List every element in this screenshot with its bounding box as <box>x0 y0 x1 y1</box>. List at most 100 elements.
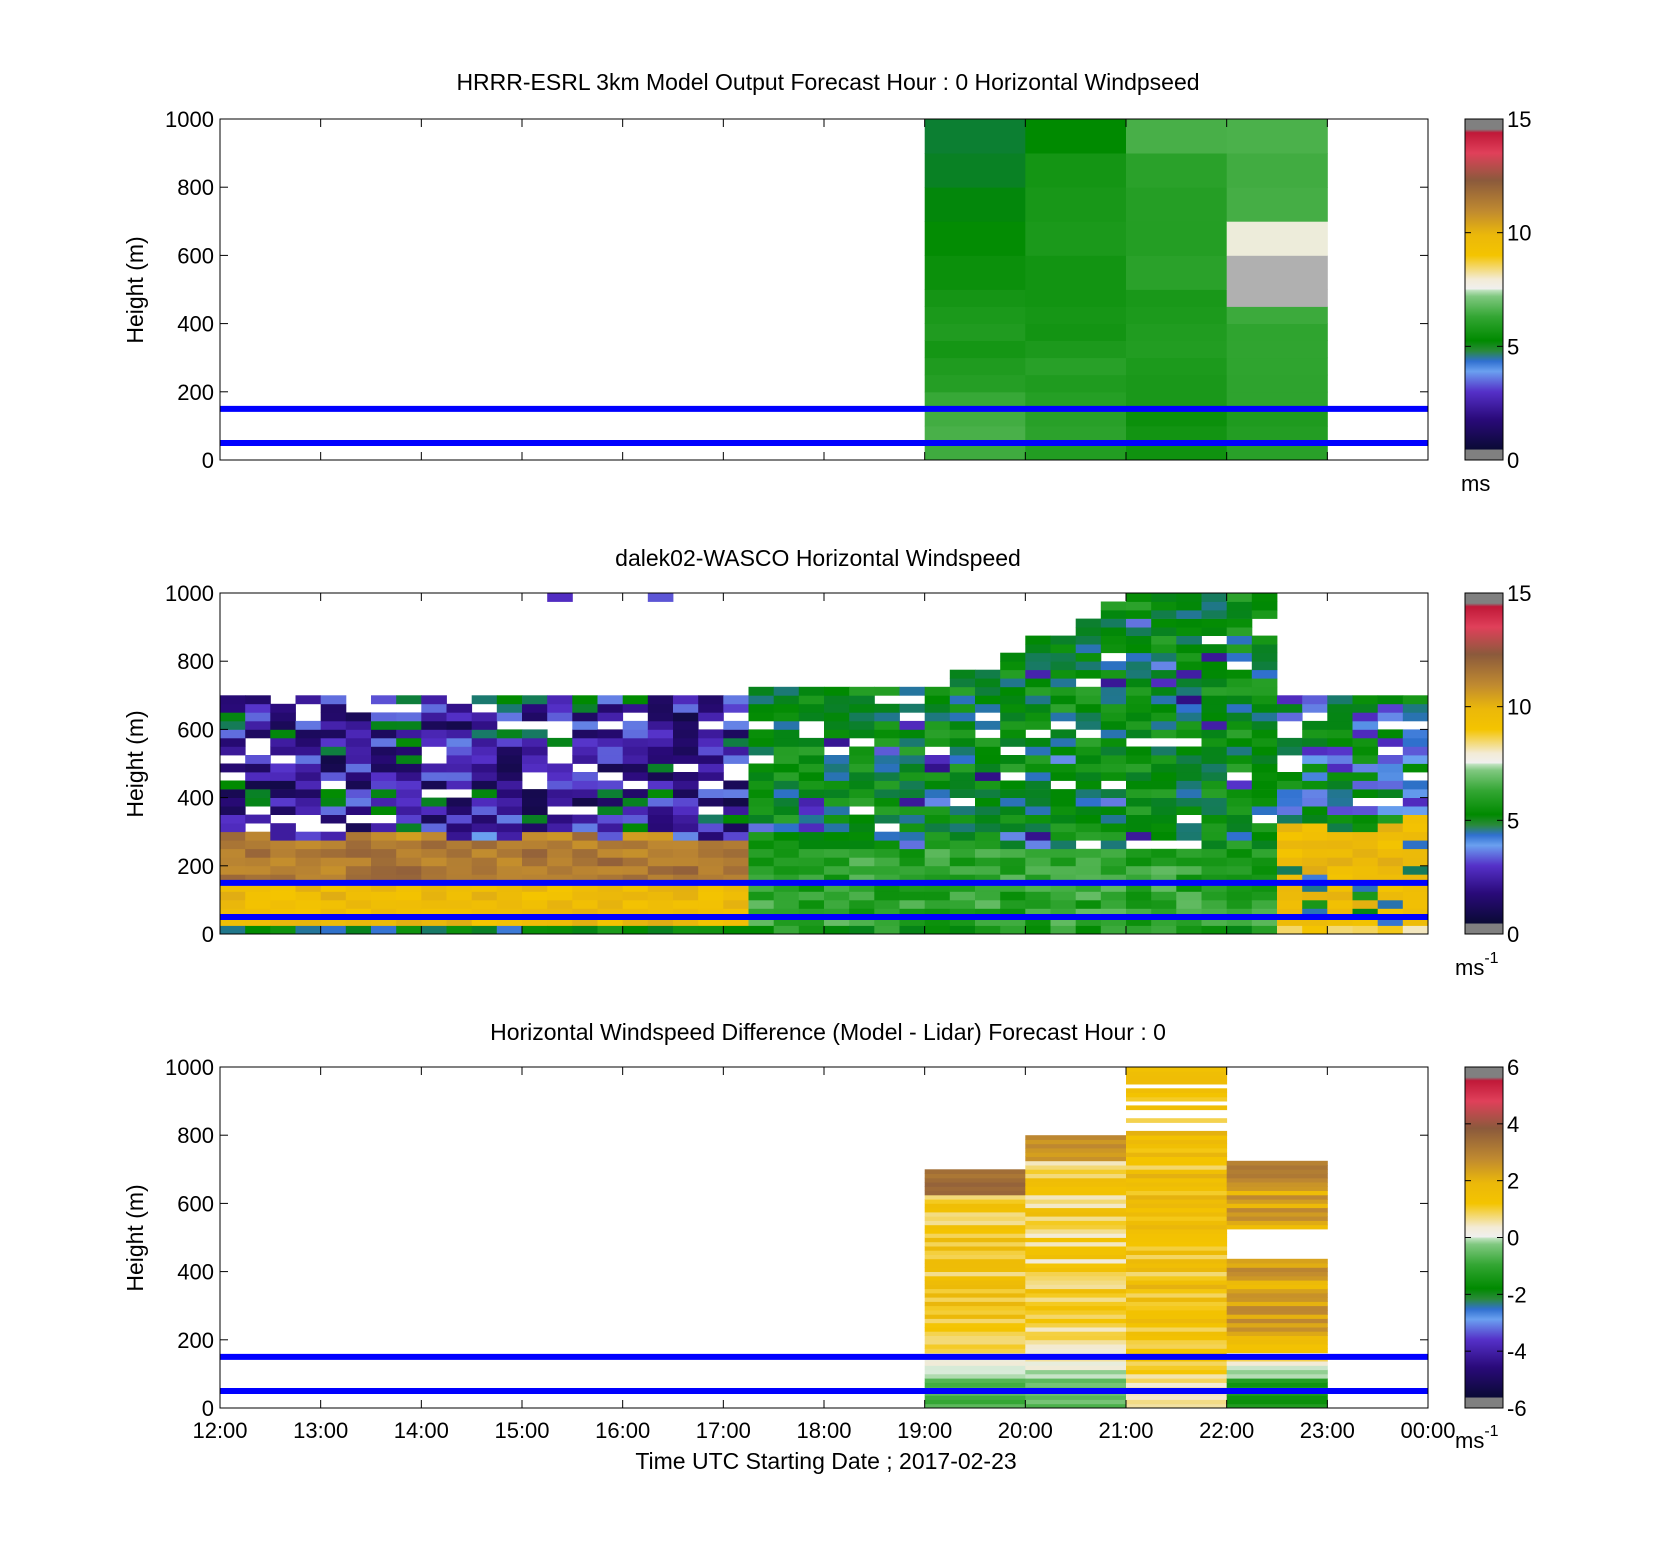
heatmap-cell <box>220 917 246 926</box>
heatmap-cell <box>270 797 296 807</box>
heatmap-cell <box>1025 831 1051 841</box>
heatmap-cell <box>1151 882 1177 892</box>
y-tick-label: 1000 <box>165 107 214 132</box>
heatmap-cell <box>698 865 724 875</box>
heatmap-cell <box>421 712 447 722</box>
heatmap-cell <box>798 763 825 773</box>
heatmap-cell <box>698 763 724 773</box>
heatmap-cell <box>874 908 900 918</box>
heatmap-cell <box>1025 1152 1127 1157</box>
heatmap-cell <box>1201 755 1228 764</box>
heatmap-cell <box>1302 865 1328 875</box>
heatmap-cell <box>471 729 498 739</box>
heatmap-cell <box>1226 891 1253 901</box>
panel-model-y-label: Height (m) <box>122 236 148 343</box>
heatmap-cell <box>572 899 598 909</box>
heatmap-cell <box>1100 772 1127 781</box>
heatmap-cell <box>396 814 422 824</box>
heatmap-cell <box>1402 823 1429 833</box>
heatmap-cell <box>1075 857 1102 867</box>
heatmap-cell <box>622 848 649 858</box>
heatmap-cell <box>597 797 624 807</box>
heatmap-cell <box>773 746 800 756</box>
heatmap-cell <box>647 806 674 815</box>
heatmap-cell <box>798 686 825 696</box>
heatmap-cell <box>748 797 775 807</box>
heatmap-cell <box>1025 1365 1127 1371</box>
heatmap-cell <box>874 789 900 798</box>
heatmap-cell <box>396 857 422 867</box>
heatmap-cell <box>1251 695 1278 705</box>
heatmap-cell <box>1377 823 1404 833</box>
heatmap-cell <box>748 763 775 773</box>
heatmap-cell <box>1100 806 1127 815</box>
heatmap-cell <box>899 780 926 790</box>
heatmap-cell <box>1025 1280 1127 1285</box>
heatmap-cell <box>421 891 447 901</box>
heatmap-cell <box>1176 772 1202 781</box>
heatmap-cell <box>1075 806 1102 815</box>
heatmap-cell <box>1226 712 1253 722</box>
colorbar-tick-label: 15 <box>1507 581 1531 606</box>
heatmap-cell <box>1226 221 1328 256</box>
heatmap-cell <box>949 823 976 833</box>
heatmap-cell <box>924 1169 1026 1174</box>
heatmap-cell <box>1226 763 1253 773</box>
heatmap-cell <box>446 917 473 926</box>
heatmap-cell <box>698 789 724 798</box>
heatmap-cell <box>1251 729 1278 739</box>
heatmap-cell <box>1000 763 1026 773</box>
heatmap-cell <box>295 737 322 747</box>
heatmap-cell <box>1000 712 1026 722</box>
heatmap-cell <box>496 865 523 875</box>
heatmap-cell <box>899 746 926 756</box>
heatmap-cell <box>1075 908 1102 918</box>
heatmap-cell <box>1025 814 1051 824</box>
heatmap-cell <box>647 780 674 790</box>
heatmap-cell <box>1327 763 1353 773</box>
heatmap-cell <box>597 746 624 756</box>
heatmap-cell <box>320 755 347 764</box>
heatmap-cell <box>1251 610 1278 619</box>
heatmap-cell <box>1075 831 1102 841</box>
heatmap-cell <box>698 831 724 841</box>
heatmap-cell <box>773 755 800 764</box>
heatmap-cell <box>1402 874 1429 884</box>
y-tick-label: 1000 <box>165 581 214 606</box>
heatmap-cell <box>975 797 1001 807</box>
heatmap-cell <box>874 772 900 781</box>
heatmap-cell <box>320 729 347 739</box>
heatmap-cell <box>1025 1331 1127 1336</box>
heatmap-cell <box>1201 797 1228 807</box>
heatmap-cell <box>1226 1207 1328 1213</box>
heatmap-cell <box>622 908 649 918</box>
heatmap-cell <box>698 908 724 918</box>
heatmap-cell <box>622 729 649 739</box>
heatmap-cell <box>622 891 649 901</box>
heatmap-cell <box>496 899 523 909</box>
heatmap-cell <box>1201 882 1228 892</box>
heatmap-cell <box>924 153 1026 188</box>
heatmap-cell <box>1025 1378 1127 1383</box>
heatmap-cell <box>1100 729 1127 739</box>
heatmap-cell <box>547 823 573 833</box>
heatmap-cell <box>1025 1143 1127 1149</box>
heatmap-cell <box>1050 746 1077 756</box>
heatmap-cell <box>1327 848 1353 858</box>
heatmap-cell <box>1025 187 1127 222</box>
heatmap-cell <box>547 695 573 705</box>
heatmap-cell <box>1100 763 1127 773</box>
heatmap-cell <box>220 789 246 798</box>
heatmap-cell <box>1126 720 1152 730</box>
heatmap-cell <box>1000 797 1026 807</box>
y-tick-label: 1000 <box>165 1055 214 1080</box>
heatmap-cell <box>924 1399 1026 1405</box>
heatmap-cell <box>1226 442 1328 461</box>
heatmap-cell <box>1277 703 1303 713</box>
heatmap-cell <box>1100 618 1127 628</box>
heatmap-cell <box>220 695 246 705</box>
heatmap-cell <box>1327 831 1353 841</box>
heatmap-cell <box>1126 635 1152 645</box>
heatmap-cell <box>924 814 951 824</box>
heatmap-cell <box>320 814 347 824</box>
